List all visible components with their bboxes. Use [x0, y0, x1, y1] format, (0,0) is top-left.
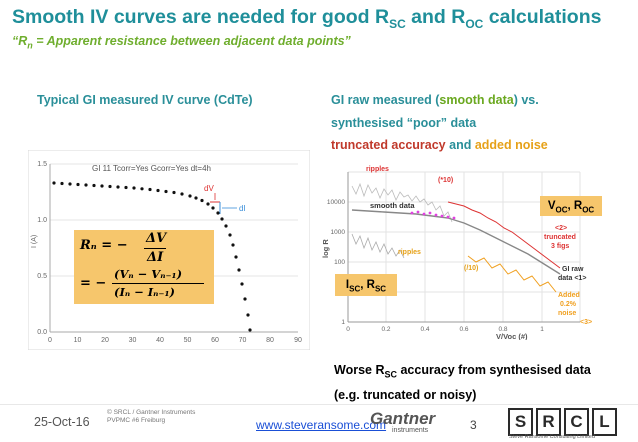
ann-truncated: truncated — [544, 234, 576, 241]
srcl-logo-r: R — [536, 408, 561, 436]
page-number: 3 — [470, 418, 477, 432]
formula-frac1-num: ΔV — [146, 231, 167, 246]
isc-rsc-label: ISC, RSC — [335, 274, 397, 296]
right-heading-line1: GI raw measured (smooth data) vs. — [331, 93, 539, 107]
formula-frac1-den: ΔI — [147, 250, 164, 265]
logr-ytick: 1 — [341, 319, 345, 326]
series-truncated — [447, 201, 561, 269]
series-ripples-bottom — [351, 233, 405, 259]
accuracy-note: Worse RSC accuracy from synthesised data… — [334, 363, 591, 402]
iv-ytick: 0.5 — [37, 273, 47, 280]
logr-xtick: 0.8 — [498, 326, 507, 333]
right-heading-line2: synthesised “poor” data — [331, 116, 477, 130]
formula-eq2: = − — [80, 276, 107, 291]
iv-xtick: 40 — [156, 337, 164, 344]
logr-xtick: 0.6 — [459, 326, 468, 333]
iv-ytick: 0.0 — [37, 329, 47, 336]
iv-xtick: 60 — [211, 337, 219, 344]
srcl-logo-l: L — [592, 408, 617, 436]
gantner-logo-sub: instruments — [392, 427, 429, 434]
logr-xtick: 0.4 — [420, 326, 429, 333]
ann-smooth: smooth data — [370, 201, 415, 210]
footer-divider — [0, 404, 638, 405]
footer-copyright: © SRCL / Gantner Instruments PVPMC #6 Fr… — [107, 409, 196, 424]
formula-eq1: Rₙ = − — [80, 238, 128, 253]
series-smooth-highlight — [410, 210, 456, 220]
slide-subtitle: “Rn = Apparent resistance between adjace… — [12, 34, 351, 51]
iv-xtick: 20 — [101, 337, 109, 344]
logr-xtick: 0.2 — [381, 326, 390, 333]
formula-frac2-bar — [112, 283, 204, 284]
logr-ytick: 1000 — [331, 229, 346, 236]
iv-xtick: 30 — [129, 337, 137, 344]
footer-website-link[interactable]: www.steveransome.com — [256, 418, 387, 432]
ann-x10: (*10) — [438, 177, 453, 184]
ann-ripples-bottom: ripples — [398, 249, 421, 256]
iv-ytick: 1.0 — [37, 217, 47, 224]
right-heading-line3: truncated accuracy and added noise — [331, 138, 548, 152]
ann-ripples-top: ripples — [366, 166, 389, 173]
iv-xtick: 90 — [294, 337, 302, 344]
logr-ylabel: log R — [321, 239, 330, 258]
ann-added: Added — [558, 292, 580, 299]
series-ripples-top — [351, 182, 453, 223]
logr-ytick: 10000 — [327, 199, 345, 206]
dv-label: dV — [204, 184, 214, 193]
voc-roc-label: VOC, ROC — [540, 196, 602, 216]
left-heading: Typical GI measured IV curve (CdTe) — [37, 93, 253, 107]
ann-02: 0.2% — [560, 301, 577, 308]
logr-ytick: 100 — [334, 259, 345, 266]
ann-3figs: 3 figs — [551, 243, 569, 250]
logr-xtick: 0 — [346, 326, 350, 333]
rn-formula-box: Rₙ = − ΔV ΔI = − (Vₙ − Vₙ₋₁) (Iₙ − Iₙ₋₁) — [74, 230, 214, 304]
srcl-logo-sub: Steve Ransome Consulting Limited — [509, 434, 595, 440]
series-smooth — [351, 209, 561, 275]
iv-chart-title: GI 11 Tcorr=Yes Gcorr=Yes dt=4h — [92, 164, 211, 173]
gantner-logo: Gantner — [370, 409, 436, 428]
log-r-chart: 10000 1000 100 10 1 log R 0 0.2 0.4 0.6 … — [318, 158, 608, 340]
ann-noise: noise — [558, 310, 576, 317]
formula-frac1-bar — [144, 248, 166, 249]
formula-frac2-den: (Iₙ − Iₙ₋₁) — [114, 285, 175, 299]
srcl-logo-s: S — [508, 408, 533, 436]
footer-date: 25-Oct-16 — [34, 415, 90, 429]
srcl-logo-c: C — [564, 408, 589, 436]
series-noise — [467, 255, 557, 293]
ann-data1: data <1> — [558, 275, 586, 282]
iv-xtick: 10 — [74, 337, 82, 344]
di-label: dI — [239, 204, 246, 213]
logr-xtick: 1 — [540, 326, 544, 333]
slide-title: Smooth IV curves are needed for good RSC… — [12, 6, 602, 31]
iv-ytick: 1.5 — [37, 161, 47, 168]
ann-2: <2> — [555, 225, 567, 232]
ann-gi-raw: GI raw — [562, 266, 584, 273]
iv-ylabel: I (A) — [31, 235, 38, 248]
iv-curve-points — [52, 181, 252, 332]
iv-xtick: 50 — [184, 337, 192, 344]
formula-frac2-num: (Vₙ − Vₙ₋₁) — [114, 267, 183, 281]
ann-3: <3> — [580, 319, 592, 326]
iv-xtick: 70 — [239, 337, 247, 344]
logr-xlabel: V/Voc (#) — [496, 332, 528, 340]
iv-xtick: 80 — [266, 337, 274, 344]
ann-div10: (/10) — [464, 265, 478, 272]
iv-xtick: 0 — [48, 337, 52, 344]
